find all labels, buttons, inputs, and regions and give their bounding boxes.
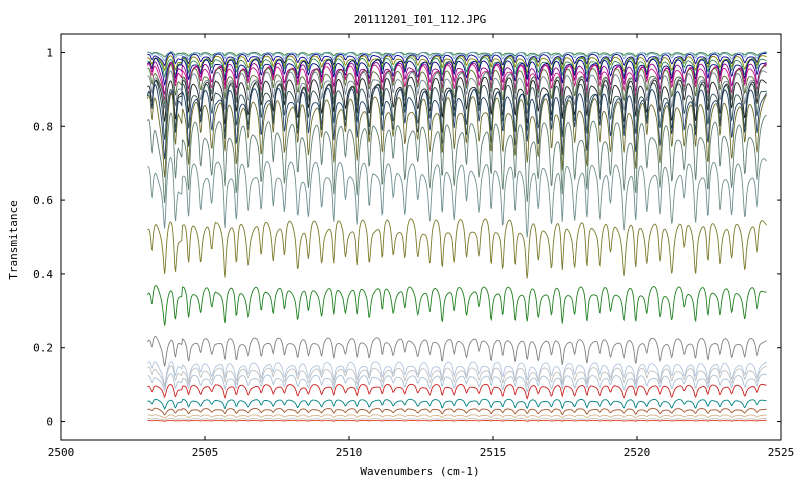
series-line-6 [147,57,767,87]
series-line-15 [147,112,767,204]
axis-ticks: 2500 2505 2510 2515 2520 2525 0 0.2 0.4 0.6 0.8 1 [33,34,794,459]
series-line-26 [147,414,767,419]
x-tick-label: 2515 [480,446,507,459]
y-tick-label: 1 [46,46,53,59]
series-line-3 [147,52,767,68]
series-line-14 [146,92,768,178]
y-tick-label: 0.4 [33,268,53,281]
y-tick-label: 0.6 [33,194,53,207]
series-line-2 [147,51,767,62]
series-line-27 [147,417,767,421]
series-line-20 [147,361,767,387]
y-axis-label: Transmitance [7,200,20,279]
series-line-13 [146,84,768,160]
series-line-11 [147,76,767,124]
series-line-23 [147,383,767,400]
y-tick-label: 0 [46,416,53,429]
series-line-18 [147,284,767,326]
series-line-16 [147,156,767,238]
series-line-28 [147,419,767,422]
series-line-17 [147,218,767,279]
x-tick-label: 2525 [768,446,795,459]
series-line-21 [147,365,767,389]
x-tick-label: 2500 [48,446,75,459]
y-tick-label: 0.2 [33,342,53,355]
y-tick-label: 0.8 [33,120,53,133]
series-line-4 [147,55,767,74]
series-line-25 [147,407,767,416]
x-tick-label: 2505 [192,446,219,459]
x-tick-label: 2520 [624,446,651,459]
plot-area-frame [60,33,782,441]
x-tick-label: 2510 [336,446,363,459]
series-line-24 [147,398,767,410]
x-axis-label: Wavenumbers (cm-1) [360,465,479,478]
series-line-19 [147,335,767,367]
series-line-22 [147,373,767,394]
series-line-10 [147,70,767,114]
series-group [146,51,768,422]
chart-title: 20111201_I01_112.JPG [354,13,486,26]
